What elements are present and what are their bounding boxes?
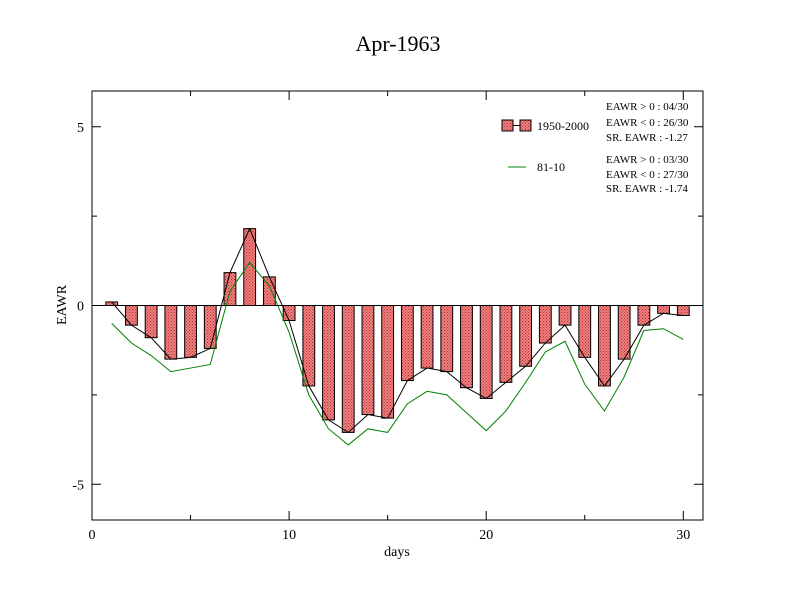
bar-day-6 <box>203 305 217 349</box>
series-1950-2000-line <box>111 227 684 434</box>
series-81-10-line <box>111 261 684 446</box>
bar-day-5 <box>184 305 197 358</box>
bar-day-25 <box>578 305 592 358</box>
y-tick-label-0: 0 <box>77 300 84 315</box>
legend-swatch-bar-right <box>519 119 532 132</box>
y-axis-label: EAWR <box>55 284 70 325</box>
y-tick-label--5: -5 <box>72 478 84 493</box>
x-tick-label-0: 0 <box>89 528 96 543</box>
bar-day-22 <box>519 305 533 367</box>
bar-day-15 <box>381 305 395 419</box>
bar-day-19 <box>460 305 473 389</box>
legend-stat-81-10-sr: SR. EAWR : -1.74 <box>606 183 688 195</box>
legend: 1950-2000 EAWR > 0 : 04/30 EAWR < 0 : 26… <box>501 101 689 195</box>
legend-stat-81-10-positive: EAWR > 0 : 03/30 <box>606 154 689 166</box>
bar-day-29 <box>657 305 670 314</box>
bar-day-3 <box>144 305 158 339</box>
bar-day-24 <box>558 305 572 326</box>
axes: 0 10 20 30 -5 0 5 <box>72 91 703 543</box>
x-axis-label: days <box>384 545 410 560</box>
bar-day-2 <box>125 305 138 326</box>
legend-stat-1950-2000-sr: SR. EAWR : -1.27 <box>606 132 688 144</box>
bar-day-13 <box>341 305 355 433</box>
bar-day-21 <box>499 305 513 383</box>
chart-title: Apr-1963 <box>355 31 440 56</box>
legend-stat-1950-2000-negative: EAWR < 0 : 26/30 <box>606 117 689 129</box>
bar-day-12 <box>322 305 335 421</box>
y-tick-label-5: 5 <box>77 121 84 136</box>
plot-area <box>92 227 703 446</box>
bar-day-4 <box>164 305 178 360</box>
bar-day-23 <box>538 305 552 344</box>
x-tick-label-10: 10 <box>282 528 296 543</box>
x-tick-label-30: 30 <box>676 528 690 543</box>
x-tick-label-20: 20 <box>479 528 493 543</box>
bar-day-26 <box>598 305 611 387</box>
bar-day-16 <box>400 305 414 382</box>
legend-stat-1950-2000-positive: EAWR > 0 : 04/30 <box>606 101 689 113</box>
bar-day-17 <box>420 305 434 369</box>
legend-stat-81-10-negative: EAWR < 0 : 27/30 <box>606 169 689 181</box>
bar-day-18 <box>440 305 454 373</box>
legend-swatch-bar-left <box>501 119 514 132</box>
legend-label-1950-2000: 1950-2000 <box>537 119 589 133</box>
bar-day-30 <box>676 305 690 317</box>
bar-day-20 <box>479 305 493 399</box>
bar-day-10 <box>282 305 296 322</box>
bar-day-14 <box>361 305 375 416</box>
legend-label-81-10: 81-10 <box>537 160 565 174</box>
